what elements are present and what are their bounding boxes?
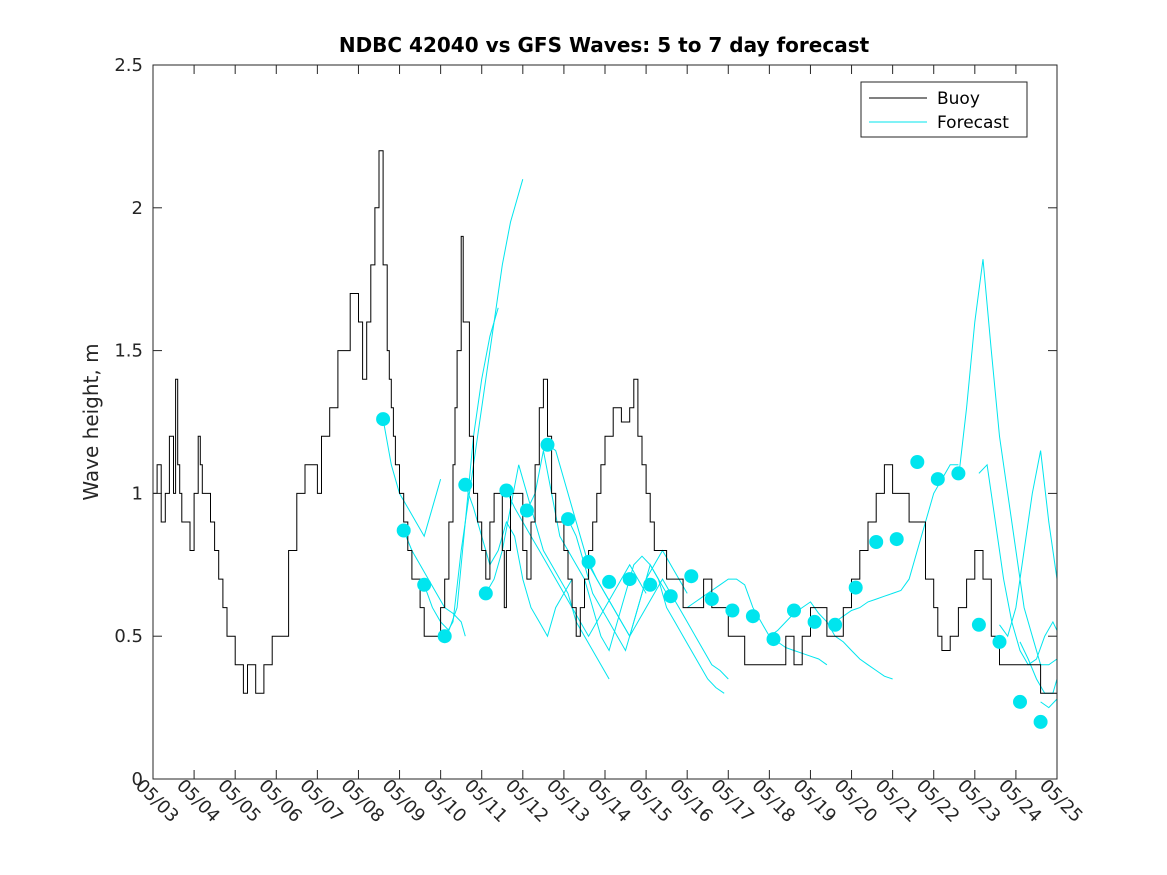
x-tick-label: 05/20	[830, 775, 882, 827]
x-tick-label: 05/16	[665, 775, 717, 827]
y-tick-label: 2.5	[114, 55, 143, 76]
forecast-marker	[643, 577, 658, 592]
x-tick-label: 05/09	[378, 775, 430, 827]
forecast-marker	[417, 577, 432, 592]
forecast-line	[464, 484, 573, 638]
forecast-line	[978, 463, 1058, 666]
forecast-marker	[992, 634, 1007, 649]
forecast-line	[1040, 698, 1058, 709]
x-tick-label: 05/13	[542, 775, 594, 827]
forecast-line	[834, 464, 959, 623]
forecast-marker	[930, 472, 945, 487]
forecast-line	[423, 307, 499, 632]
forecast-marker	[478, 586, 493, 601]
x-tick-label: 05/10	[419, 775, 471, 827]
x-tick-label: 05/22	[912, 775, 964, 827]
y-axis-label: Wave height, m	[79, 343, 103, 500]
forecast-marker	[437, 629, 452, 644]
forecast-marker	[951, 466, 966, 481]
x-tick-label: 05/24	[994, 775, 1046, 827]
x-tick-label: 05/11	[460, 775, 512, 827]
forecast-marker	[581, 554, 596, 569]
legend-label-buoy: Buoy	[937, 89, 980, 109]
forecast-marker	[1033, 714, 1048, 729]
x-tick-label: 05/25	[1035, 775, 1087, 827]
forecast-marker	[684, 569, 699, 584]
x-tick-label: 05/19	[789, 775, 841, 827]
x-tick-label: 05/05	[213, 775, 265, 827]
y-tick-label: 1.5	[114, 341, 143, 362]
x-tick-label: 05/18	[747, 775, 799, 827]
forecast-marker	[458, 477, 473, 492]
forecast-marker	[889, 532, 904, 547]
forecast-marker	[971, 617, 986, 632]
plot-background	[153, 65, 1057, 779]
x-tick-label: 05/15	[624, 775, 676, 827]
forecast-line	[382, 419, 442, 538]
chart-title: NDBC 42040 vs GFS Waves: 5 to 7 day fore…	[339, 33, 870, 57]
forecast-marker	[602, 574, 617, 589]
forecast-line	[567, 518, 725, 694]
x-tick-label: 05/06	[254, 775, 306, 827]
y-tick-label: 2	[132, 198, 143, 219]
forecast-marker	[828, 617, 843, 632]
forecast-line	[444, 179, 524, 637]
forecast-marker	[499, 483, 514, 498]
forecast-marker	[376, 412, 391, 427]
forecast-marker	[910, 455, 925, 469]
x-tick-label: 05/17	[706, 775, 758, 827]
legend: Buoy Forecast	[860, 81, 1028, 138]
x-tick-label: 05/04	[172, 775, 224, 827]
forecast-line	[403, 530, 466, 637]
buoy-line	[153, 150, 1057, 694]
forecast-marker	[745, 609, 760, 624]
x-tick-label: 05/21	[871, 775, 923, 827]
forecast-line	[526, 450, 668, 652]
forecast-marker	[787, 603, 801, 618]
legend-label-forecast: Forecast	[937, 113, 1009, 133]
x-tick-label: 05/12	[501, 775, 553, 827]
legend-box	[860, 81, 1028, 138]
forecast-marker	[622, 572, 637, 587]
forecast-marker	[663, 589, 678, 604]
forecast-marker	[869, 535, 884, 549]
forecast-marker	[848, 580, 863, 595]
forecast-marker	[561, 512, 575, 527]
y-tick-label: 0.5	[114, 626, 143, 647]
y-axis: 0 0.5 1 1.5 2 2.5	[114, 55, 1057, 790]
marker-layer	[376, 412, 1048, 729]
y-tick-label: 1	[132, 483, 143, 504]
forecast-marker	[766, 632, 781, 647]
forecast-marker	[519, 503, 534, 518]
forecast-marker	[1013, 694, 1027, 709]
forecast-line	[485, 464, 610, 680]
forecast-line	[588, 561, 729, 680]
x-tick-label: 05/08	[337, 775, 389, 827]
forecast-marker	[725, 603, 740, 618]
series-layer	[153, 150, 1058, 709]
forecast-marker	[540, 437, 555, 452]
y-tick-label: 0	[132, 769, 143, 790]
x-tick-label: 05/07	[295, 775, 347, 827]
forecast-marker	[704, 592, 719, 607]
x-tick-label: 05/14	[583, 775, 635, 827]
forecast-marker	[396, 523, 411, 538]
x-tick-label: 05/23	[953, 775, 1005, 827]
forecast-marker	[807, 614, 822, 629]
forecast-line	[999, 450, 1058, 638]
